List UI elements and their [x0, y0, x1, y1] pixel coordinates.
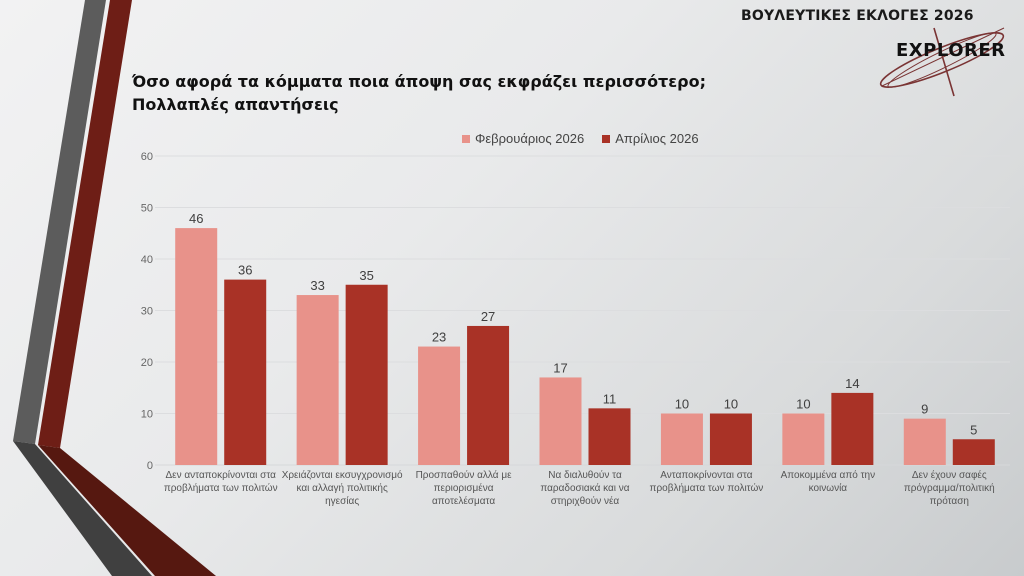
x-category-label-line: προβλήματα των πολιτών: [649, 483, 764, 494]
y-tick-label: 60: [141, 151, 153, 163]
bar-february: [418, 346, 461, 465]
question-line-1: Όσο αφορά τα κόμματα ποια άποψη σας εκφρ…: [132, 72, 707, 91]
data-label: 14: [845, 376, 859, 391]
y-tick-label: 30: [141, 306, 153, 318]
data-label: 36: [238, 263, 252, 278]
data-label: 10: [724, 397, 738, 412]
legend-label-february: Φεβρουάριος 2026: [475, 131, 585, 146]
x-category-label-line: πρόγραμμα/πολιτική: [903, 483, 995, 494]
bar-april: [345, 284, 388, 465]
x-category-label-line: προβλήματα των πολιτών: [163, 483, 278, 494]
x-category-label-line: παραδοσιακά και να: [540, 483, 630, 494]
bar-february: [782, 413, 825, 465]
bar-april: [224, 279, 267, 465]
bar-april: [831, 392, 874, 465]
red-stripe-lower: [38, 445, 216, 576]
chart-legend: Φεβρουάριος 2026 Απρίλιος 2026: [462, 131, 699, 146]
orbit-swoosh-icon: [879, 27, 1005, 97]
x-category-label-line: Χρειάζονται εκσυγχρονισμό: [281, 470, 403, 481]
x-category-label-line: Αποκομμένα από την: [780, 470, 876, 481]
y-tick-label: 10: [141, 409, 153, 421]
data-label: 33: [310, 278, 324, 293]
bar-april: [588, 408, 631, 465]
bar-april: [709, 413, 752, 465]
data-label: 5: [970, 422, 977, 437]
legend-item-february: Φεβρουάριος 2026: [462, 131, 584, 146]
x-category-label-line: κοινωνία: [808, 483, 848, 494]
data-label: 10: [675, 397, 689, 412]
bar-april: [952, 439, 995, 465]
y-tick-label: 50: [141, 203, 153, 215]
gray-stripe-lower: [13, 441, 152, 576]
bar-february: [539, 377, 582, 465]
bar-february: [296, 295, 339, 465]
x-category-label-line: Ανταποκρίνονται στα: [660, 470, 753, 481]
bar-february: [903, 418, 946, 465]
report-title: ΒΟΥΛΕΥΤΙΚΕΣ ΕΚΛΟΓΕΣ 2026: [741, 8, 974, 24]
gray-stripe-upper: [13, 0, 106, 444]
data-label: 10: [796, 397, 810, 412]
data-label: 46: [189, 211, 203, 226]
logo-text: EXPLORER: [896, 40, 1006, 61]
x-category-label: Να διαλυθούν τα παραδοσιακά και να στηριχθ…: [523, 469, 648, 508]
x-category-label-line: Προσπαθούν αλλά με: [415, 470, 512, 481]
question-line-2: Πολλαπλές απαντήσεις: [132, 95, 339, 114]
data-label: 27: [481, 309, 495, 324]
bar-april: [467, 325, 510, 465]
legend-item-april: Απρίλιος 2026: [602, 131, 699, 146]
x-category-label-line: Δεν ανταποκρίνονται στα: [165, 470, 276, 481]
x-category-label: Προσπαθούν αλλά με περιορισμένα αποτελέσμ…: [401, 469, 526, 508]
x-category-label: Χρειάζονται εκσυγχρονισμό και αλλαγή πολι…: [280, 469, 405, 508]
x-category-label-line: περιορισμένα αποτελέσματα: [431, 483, 496, 507]
bar-february: [175, 228, 218, 465]
y-tick-label: 40: [141, 254, 153, 266]
data-label: 23: [432, 330, 446, 345]
legend-swatch-february: [462, 134, 470, 143]
data-label: 17: [553, 360, 567, 375]
bar-february: [660, 413, 703, 465]
y-tick-label: 20: [141, 357, 153, 369]
data-label: 11: [603, 391, 617, 406]
data-label: 9: [921, 402, 928, 417]
x-category-label: Αποκομμένα από την κοινωνία: [765, 469, 890, 495]
x-category-label: Δεν ανταποκρίνονται στα προβλήματα των πο…: [158, 469, 283, 495]
x-category-label-line: στηριχθούν νέα: [550, 496, 620, 507]
legend-swatch-april: [602, 134, 611, 143]
x-category-label: Ανταποκρίνονται στα προβλήματα των πολιτώ…: [644, 469, 769, 495]
x-category-label: Δεν έχουν σαφές πρόγραμμα/πολιτική πρόταση: [887, 469, 1012, 508]
x-category-label-line: Να διαλυθούν τα: [548, 470, 622, 481]
legend-label-april: Απρίλιος 2026: [615, 131, 699, 146]
question-title: Όσο αφορά τα κόμματα ποια άποψη σας εκφρ…: [132, 70, 706, 116]
red-stripe-upper: [38, 0, 132, 448]
x-category-label-line: πρόταση: [929, 496, 969, 507]
y-tick-label: 0: [147, 460, 153, 472]
data-label: 35: [359, 268, 373, 283]
x-category-label-line: Δεν έχουν σαφές: [911, 470, 987, 481]
x-category-label-line: ηγεσίας: [325, 496, 360, 507]
explorer-logo: EXPLORER: [862, 22, 1022, 100]
x-category-label-line: και αλλαγή πολιτικής: [296, 483, 388, 494]
